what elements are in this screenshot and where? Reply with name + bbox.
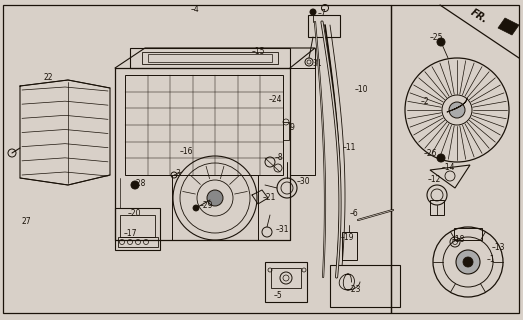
- Text: –14: –14: [442, 164, 456, 172]
- Text: 31: 31: [312, 59, 322, 68]
- Text: –23: –23: [348, 285, 361, 294]
- Bar: [3, 5, 391, 313]
- Text: –18: –18: [452, 235, 465, 244]
- Bar: [148, 54, 272, 62]
- Text: –31: –31: [276, 225, 290, 234]
- Text: –10: –10: [355, 85, 369, 94]
- Circle shape: [463, 257, 473, 267]
- Bar: [115, 208, 160, 250]
- Text: –11: –11: [343, 142, 356, 151]
- Bar: [271, 268, 301, 288]
- Bar: [120, 215, 155, 237]
- Circle shape: [437, 154, 445, 162]
- Text: –29: –29: [200, 201, 213, 210]
- Text: –4: –4: [191, 4, 200, 13]
- Bar: [430, 200, 444, 215]
- Bar: [391, 5, 519, 313]
- Text: –5: –5: [274, 291, 283, 300]
- Text: 22: 22: [43, 74, 52, 83]
- Text: –19: –19: [341, 234, 355, 243]
- Circle shape: [193, 205, 199, 211]
- Text: 9: 9: [290, 124, 295, 132]
- Text: –28: –28: [133, 179, 146, 188]
- Circle shape: [456, 250, 480, 274]
- Text: –15: –15: [252, 47, 266, 57]
- Text: –21: –21: [263, 193, 276, 202]
- Text: 27: 27: [21, 218, 31, 227]
- Text: –1: –1: [487, 254, 496, 263]
- Text: –13: –13: [492, 243, 506, 252]
- Bar: [125, 75, 283, 175]
- Bar: [342, 232, 357, 260]
- Bar: [308, 15, 340, 37]
- Circle shape: [207, 190, 223, 206]
- Circle shape: [449, 102, 465, 118]
- Text: –26: –26: [424, 148, 438, 157]
- Circle shape: [131, 181, 139, 189]
- Text: –6: –6: [350, 210, 359, 219]
- Text: –12: –12: [428, 174, 441, 183]
- Text: –16: –16: [180, 148, 194, 156]
- Bar: [454, 228, 482, 240]
- Text: –8: –8: [275, 153, 283, 162]
- Bar: [142, 52, 278, 64]
- Bar: [330, 265, 400, 307]
- Text: –17: –17: [124, 229, 138, 238]
- Polygon shape: [498, 18, 519, 35]
- Text: –25: –25: [430, 34, 444, 43]
- Bar: [283, 122, 289, 140]
- Bar: [118, 237, 158, 247]
- Text: –24: –24: [269, 95, 282, 105]
- Circle shape: [437, 38, 445, 46]
- Bar: [130, 48, 290, 68]
- Text: 3: 3: [175, 169, 180, 178]
- Text: FR.: FR.: [469, 7, 490, 25]
- Text: –30: –30: [297, 178, 311, 187]
- Text: –7: –7: [318, 10, 327, 19]
- Text: –2: –2: [421, 98, 429, 107]
- Text: –20: –20: [128, 209, 142, 218]
- Bar: [265, 262, 307, 302]
- Circle shape: [310, 9, 316, 15]
